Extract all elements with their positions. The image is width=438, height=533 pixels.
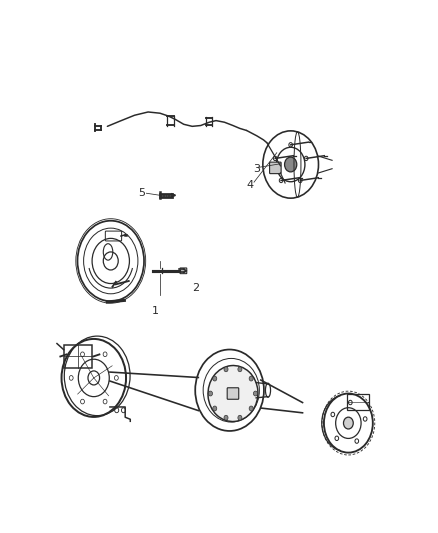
FancyBboxPatch shape [180, 268, 187, 273]
FancyBboxPatch shape [227, 388, 239, 399]
Circle shape [238, 415, 242, 420]
Circle shape [224, 415, 228, 420]
Text: 4: 4 [246, 180, 254, 190]
Ellipse shape [208, 366, 258, 422]
Circle shape [249, 376, 253, 381]
Circle shape [208, 391, 212, 396]
Text: 5: 5 [138, 188, 145, 198]
Circle shape [249, 406, 253, 411]
Circle shape [285, 157, 297, 172]
Circle shape [213, 406, 217, 411]
FancyBboxPatch shape [269, 162, 281, 174]
Bar [347, 393, 369, 410]
Text: 3: 3 [253, 164, 260, 174]
Circle shape [213, 376, 217, 381]
Text: 2: 2 [192, 282, 199, 293]
Circle shape [224, 367, 228, 372]
Circle shape [254, 391, 258, 396]
Text: 1: 1 [152, 306, 159, 316]
Bar [64, 345, 92, 368]
Circle shape [238, 367, 242, 372]
Circle shape [343, 417, 353, 429]
